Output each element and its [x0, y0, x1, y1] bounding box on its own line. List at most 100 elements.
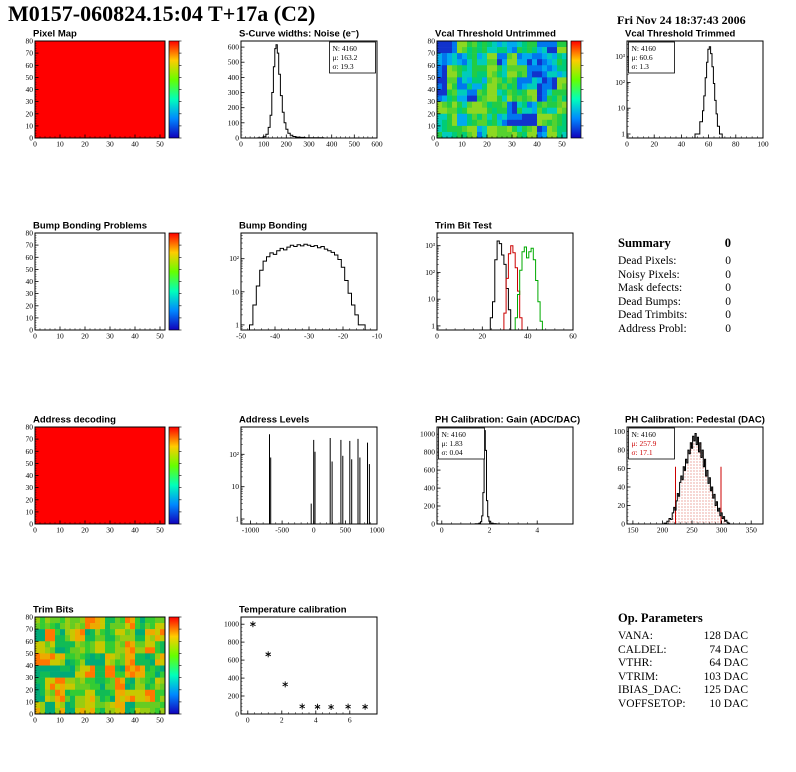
svg-text:200: 200	[228, 103, 240, 112]
heatmap-area	[35, 41, 165, 138]
svg-text:0: 0	[29, 710, 33, 719]
svg-text:0: 0	[435, 332, 439, 341]
svg-text:200: 200	[657, 526, 669, 535]
svg-text:20: 20	[618, 501, 626, 510]
svg-text:10: 10	[26, 313, 34, 322]
plot-address-levels: Address Levels -1000 -500 0 500 1000 1 10 10²	[214, 413, 404, 553]
chart-canvas: Bump Bonding -50 -40 -30 -20 -10 1 10 10²	[229, 221, 382, 341]
svg-text:40: 40	[678, 140, 686, 149]
svg-text:30: 30	[106, 716, 114, 725]
svg-text:-10: -10	[372, 332, 382, 341]
svg-text:10²: 10²	[229, 450, 240, 459]
svg-text:0: 0	[33, 716, 37, 725]
chart-canvas: Bump Bonding Problems 0 10 20 30 40 50 0 10 20 30 4…	[26, 221, 182, 341]
plot-title-text: Pixel Map	[33, 29, 77, 40]
plot-trim-bit-test: Trim Bit Test 0 20 40 60 1 10 10² 10³	[410, 219, 600, 359]
svg-text:0: 0	[625, 140, 629, 149]
svg-text:40: 40	[533, 140, 541, 149]
svg-text:N: 4160: N: 4160	[632, 430, 657, 439]
svg-text:600: 600	[228, 656, 240, 665]
svg-text:20: 20	[81, 716, 89, 725]
svg-text:1: 1	[235, 515, 239, 524]
svg-text:400: 400	[424, 484, 436, 493]
svg-text:0: 0	[235, 710, 239, 719]
svg-text:40: 40	[26, 85, 34, 94]
svg-text:-20: -20	[338, 332, 348, 341]
plot-frame	[34, 232, 166, 331]
plot-title-text: PH Calibration: Pedestal (DAC)	[625, 415, 765, 426]
svg-text:800: 800	[228, 638, 240, 647]
chart-canvas: PH Calibration: Pedestal (DAC)150 200 250 3…	[614, 415, 765, 535]
plot-vcal-threshold-trimmed: Vcal Threshold Trimmed 0 20 40 60 80 100 1 10 10²…	[600, 27, 790, 167]
op-parameter-row: VOFFSETOP: 10 DAC	[618, 698, 748, 712]
svg-text:μ: 163.2: μ: 163.2	[333, 53, 358, 62]
svg-text:10: 10	[56, 526, 64, 535]
svg-text:1: 1	[431, 321, 435, 330]
svg-text:2: 2	[488, 526, 492, 535]
op-parameter-label: IBIAS_DAC:	[618, 684, 682, 696]
svg-text:30: 30	[26, 483, 34, 492]
svg-text:10: 10	[618, 104, 626, 113]
op-parameter-row: VTRIM: 103 DAC	[618, 671, 748, 685]
svg-text:10: 10	[56, 332, 64, 341]
histogram-line-trim-red	[502, 245, 524, 331]
svg-text:600: 600	[228, 43, 240, 52]
svg-text:30: 30	[508, 140, 516, 149]
svg-text:0: 0	[440, 526, 444, 535]
op-parameter-value: 125 DAC	[703, 684, 748, 696]
svg-text:600: 600	[424, 466, 436, 475]
chart-canvas: Vcal Threshold Trimmed 0 20 40 60 80 100 1 10 10²…	[615, 29, 769, 149]
op-parameter-label: VTHR:	[618, 657, 653, 669]
plot-title-text: Address decoding	[33, 415, 116, 426]
colorbar	[168, 616, 180, 715]
svg-text:0: 0	[621, 520, 625, 529]
histogram-line	[247, 243, 367, 331]
svg-text:80: 80	[732, 140, 740, 149]
chart-canvas: Address Levels -1000 -500 0 500 1000 1 10 10²	[229, 415, 385, 535]
plot-title-text: Bump Bonding Problems	[33, 221, 147, 232]
histogram-line	[662, 433, 731, 525]
svg-text:20: 20	[81, 526, 89, 535]
svg-text:0: 0	[431, 134, 435, 143]
plot-frame	[240, 232, 378, 331]
plot-title-text: Trim Bit Test	[435, 221, 493, 232]
svg-text:60: 60	[428, 61, 436, 70]
svg-text:0: 0	[29, 326, 33, 335]
op-parameters-block: Op. Parameters VANA: 128 DAC CALDEL: 74 DA…	[618, 611, 748, 711]
histogram-line	[692, 46, 724, 139]
svg-text:10: 10	[232, 482, 240, 491]
chart-canvas: Pixel Map 0 10 20 30 40 50 0 10 20 30 40 50 60 70 80	[26, 29, 182, 149]
svg-text:300: 300	[716, 526, 728, 535]
svg-text:50: 50	[156, 526, 164, 535]
plot-ph-gain: PH Calibration: Gain (ADC/DAC) 0 2 4 0 200 400…	[410, 413, 600, 553]
svg-text:50: 50	[26, 459, 34, 468]
svg-text:500: 500	[340, 526, 352, 535]
plot-frame	[626, 426, 764, 525]
svg-text:10: 10	[26, 507, 34, 516]
summary-item-value: 0	[725, 309, 731, 321]
stats-box	[628, 41, 675, 74]
svg-text:10: 10	[56, 140, 64, 149]
op-parameter-row: IBIAS_DAC: 125 DAC	[618, 684, 748, 698]
svg-text:4: 4	[314, 716, 318, 725]
svg-text:200: 200	[281, 140, 293, 149]
op-parameter-value: 128 DAC	[703, 630, 748, 642]
svg-text:40: 40	[618, 483, 626, 492]
summary-title: Summary	[618, 236, 671, 250]
svg-text:100: 100	[614, 427, 626, 436]
svg-text:200: 200	[424, 502, 436, 511]
summary-item-value: 0	[725, 282, 731, 294]
svg-text:0: 0	[235, 134, 239, 143]
svg-text:0: 0	[33, 526, 37, 535]
svg-text:20: 20	[428, 109, 436, 118]
plot-vcal-threshold-untrimmed: Vcal Threshold Untrimmed 0 10 20 30 40 50 0 10 20…	[410, 27, 600, 167]
svg-text:10: 10	[458, 140, 466, 149]
svg-text:40: 40	[26, 277, 34, 286]
op-parameter-row: CALDEL: 74 DAC	[618, 644, 748, 658]
svg-text:40: 40	[428, 85, 436, 94]
svg-text:-500: -500	[275, 526, 289, 535]
summary-item-label: Dead Trimbits:	[618, 309, 688, 321]
svg-text:60: 60	[26, 253, 34, 262]
chart-canvas: Trim Bit Test 0 20 40 60 1 10 10² 10³	[425, 221, 577, 341]
